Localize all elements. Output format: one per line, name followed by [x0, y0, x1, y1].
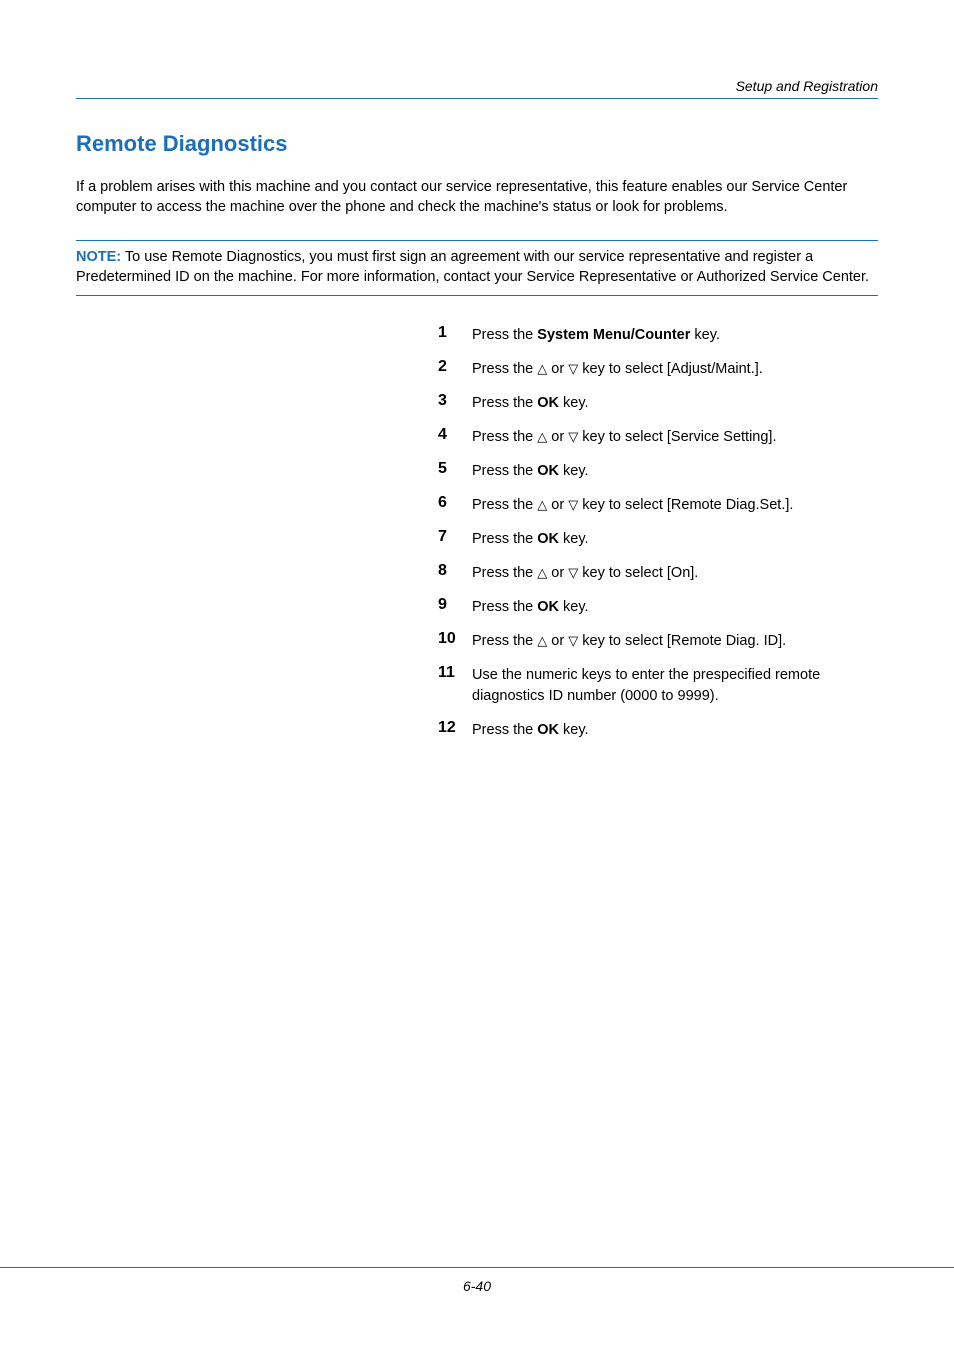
- down-arrow-icon: ▽: [568, 428, 578, 447]
- step-3: 3 Press the OK key.: [438, 392, 878, 414]
- step-number: 8: [438, 562, 472, 580]
- footer-rule: 6-40: [0, 1267, 954, 1296]
- step-text: Press the △ or ▽ key to select [On].: [472, 562, 698, 584]
- step-text: Use the numeric keys to enter the prespe…: [472, 664, 878, 707]
- steps-list: 1 Press the System Menu/Counter key. 2 P…: [438, 324, 878, 741]
- step-11: 11 Use the numeric keys to enter the pre…: [438, 664, 878, 707]
- step-5: 5 Press the OK key.: [438, 460, 878, 482]
- note-text: To use Remote Diagnostics, you must firs…: [76, 249, 869, 285]
- step-10: 10 Press the △ or ▽ key to select [Remot…: [438, 630, 878, 652]
- step-number: 9: [438, 596, 472, 614]
- step-number: 6: [438, 494, 472, 512]
- step-text: Press the OK key.: [472, 392, 589, 414]
- step-number: 5: [438, 460, 472, 478]
- step-6: 6 Press the △ or ▽ key to select [Remote…: [438, 494, 878, 516]
- step-8: 8 Press the △ or ▽ key to select [On].: [438, 562, 878, 584]
- step-number: 10: [438, 630, 472, 648]
- step-text: Press the △ or ▽ key to select [Remote D…: [472, 494, 793, 516]
- down-arrow-icon: ▽: [568, 632, 578, 651]
- header-rule: Setup and Registration: [76, 78, 878, 99]
- step-7: 7 Press the OK key.: [438, 528, 878, 550]
- step-number: 1: [438, 324, 472, 342]
- step-text: Press the △ or ▽ key to select [Remote D…: [472, 630, 786, 652]
- step-number: 11: [438, 664, 472, 682]
- step-1: 1 Press the System Menu/Counter key.: [438, 324, 878, 346]
- step-text: Press the OK key.: [472, 719, 589, 741]
- step-12: 12 Press the OK key.: [438, 719, 878, 741]
- up-arrow-icon: △: [537, 428, 547, 447]
- step-text: Press the System Menu/Counter key.: [472, 324, 720, 346]
- step-2: 2 Press the △ or ▽ key to select [Adjust…: [438, 358, 878, 380]
- step-number: 12: [438, 719, 472, 737]
- down-arrow-icon: ▽: [568, 496, 578, 515]
- up-arrow-icon: △: [537, 632, 547, 651]
- step-4: 4 Press the △ or ▽ key to select [Servic…: [438, 426, 878, 448]
- step-9: 9 Press the OK key.: [438, 596, 878, 618]
- note-paragraph: NOTE: To use Remote Diagnostics, you mus…: [76, 247, 878, 288]
- step-number: 7: [438, 528, 472, 546]
- page-number: 6-40: [463, 1278, 491, 1294]
- intro-paragraph: If a problem arises with this machine an…: [76, 177, 878, 218]
- step-text: Press the OK key.: [472, 528, 589, 550]
- down-arrow-icon: ▽: [568, 564, 578, 583]
- up-arrow-icon: △: [537, 360, 547, 379]
- note-label: NOTE:: [76, 249, 121, 265]
- header-section: Setup and Registration: [76, 78, 878, 94]
- step-text: Press the OK key.: [472, 596, 589, 618]
- page-title: Remote Diagnostics: [76, 131, 878, 157]
- step-number: 4: [438, 426, 472, 444]
- up-arrow-icon: △: [537, 564, 547, 583]
- step-number: 3: [438, 392, 472, 410]
- down-arrow-icon: ▽: [568, 360, 578, 379]
- step-text: Press the OK key.: [472, 460, 589, 482]
- step-text: Press the △ or ▽ key to select [Service …: [472, 426, 777, 448]
- note-box: NOTE: To use Remote Diagnostics, you mus…: [76, 240, 878, 297]
- up-arrow-icon: △: [537, 496, 547, 515]
- step-text: Press the △ or ▽ key to select [Adjust/M…: [472, 358, 763, 380]
- step-number: 2: [438, 358, 472, 376]
